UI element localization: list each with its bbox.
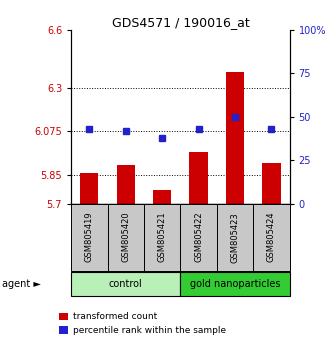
Bar xyxy=(153,190,171,204)
Bar xyxy=(71,204,108,271)
Text: GSM805420: GSM805420 xyxy=(121,212,130,263)
Text: GSM805419: GSM805419 xyxy=(85,212,94,263)
Bar xyxy=(71,272,180,296)
Text: agent ►: agent ► xyxy=(2,279,40,289)
Legend: transformed count, percentile rank within the sample: transformed count, percentile rank withi… xyxy=(59,313,226,335)
Bar xyxy=(217,204,253,271)
Bar xyxy=(144,204,180,271)
Text: GSM805421: GSM805421 xyxy=(158,212,167,263)
Text: GSM805422: GSM805422 xyxy=(194,212,203,263)
Bar xyxy=(262,163,280,204)
Bar xyxy=(180,272,290,296)
Bar xyxy=(253,204,290,271)
Text: GSM805424: GSM805424 xyxy=(267,212,276,263)
Text: gold nanoparticles: gold nanoparticles xyxy=(190,279,280,289)
Bar xyxy=(226,73,244,204)
Bar xyxy=(80,173,98,204)
Text: GSM805423: GSM805423 xyxy=(230,212,240,263)
Bar xyxy=(108,204,144,271)
Bar xyxy=(189,152,208,204)
Bar xyxy=(180,204,217,271)
Bar xyxy=(117,165,135,204)
Text: control: control xyxy=(109,279,143,289)
Title: GDS4571 / 190016_at: GDS4571 / 190016_at xyxy=(112,16,249,29)
